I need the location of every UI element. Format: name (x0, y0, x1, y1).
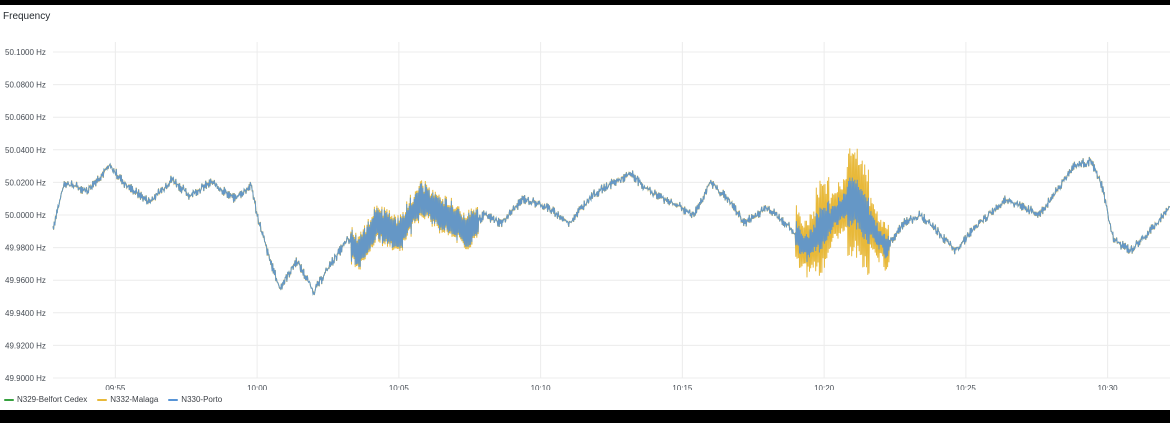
legend-item[interactable]: N330-Porto (168, 395, 222, 404)
y-tick-label: 49.9800 Hz (5, 244, 46, 253)
y-tick-label: 50.0600 Hz (5, 113, 46, 122)
legend-label: N332-Malaga (110, 395, 159, 404)
y-tick-label: 49.9400 Hz (5, 309, 46, 318)
x-tick-label: 10:30 (1098, 384, 1119, 390)
legend-item[interactable]: N332-Malaga (97, 395, 158, 404)
y-tick-label: 49.9000 Hz (5, 374, 46, 383)
x-tick-label: 10:20 (814, 384, 835, 390)
legend-label: N329-Belfort Cedex (17, 395, 88, 404)
x-tick-label: 10:05 (389, 384, 410, 390)
legend-label: N330-Porto (181, 395, 223, 404)
legend-swatch (97, 398, 108, 401)
x-tick-label: 09:55 (105, 384, 126, 390)
series-line-n329-belfort-cedex (52, 157, 1170, 296)
y-tick-label: 50.1000 Hz (5, 48, 46, 57)
frequency-chart: 50.1000 Hz 50.0800 Hz 50.0600 Hz 50.0400 Hz… (5, 42, 1170, 390)
y-tick-label: 49.9200 Hz (5, 341, 46, 350)
series-line-n330-porto (52, 157, 1170, 296)
y-tick-label: 49.9600 Hz (5, 276, 46, 285)
y-tick-label: 50.0800 Hz (5, 81, 46, 90)
x-tick-label: 10:25 (956, 384, 977, 390)
legend-swatch (168, 398, 179, 401)
x-tick-label: 10:00 (247, 384, 268, 390)
y-tick-label: 50.0000 Hz (5, 211, 46, 220)
panel-title: Frequency (3, 11, 51, 22)
x-tick-label: 10:10 (531, 384, 552, 390)
frequency-panel: Frequency 50.1000 Hz 50.0800 Hz 50.0600 Hz… (0, 5, 1170, 410)
bottom-black-bar (0, 410, 1170, 423)
x-tick-label: 10:15 (672, 384, 693, 390)
legend-swatch (4, 398, 14, 401)
y-tick-label: 50.0200 Hz (5, 178, 46, 187)
chart-legend: N329-Belfort Cedex N332-Malaga N330-Porto (4, 395, 222, 404)
legend-item[interactable]: N329-Belfort Cedex (4, 395, 87, 404)
series-line-n332-malaga (52, 148, 1170, 296)
y-tick-label: 50.0400 Hz (5, 146, 46, 155)
